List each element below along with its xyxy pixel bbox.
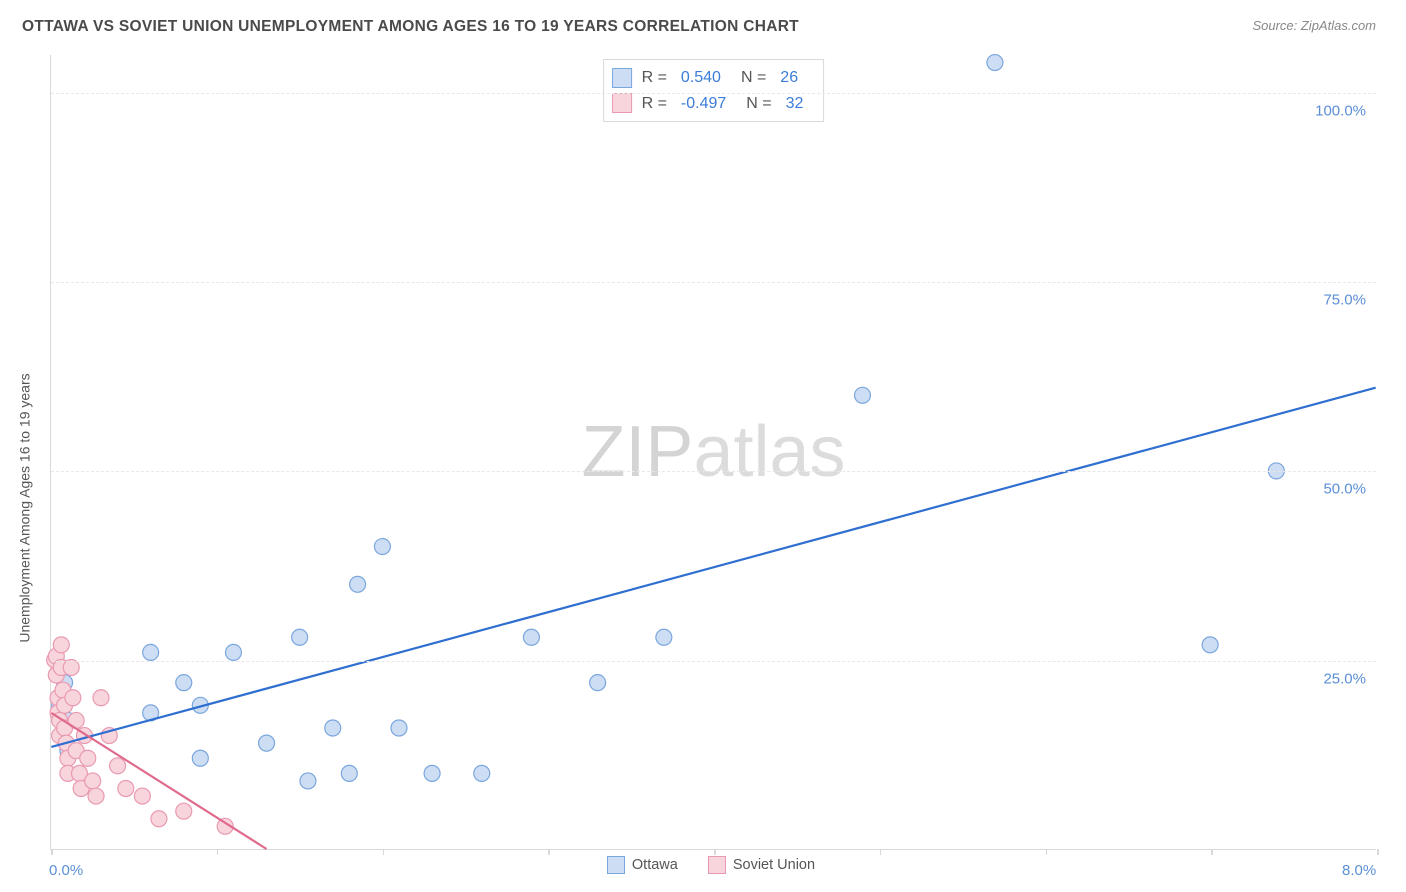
- stats-legend: R = 0.540 N = 26 R = -0.497 N = 32: [603, 59, 825, 122]
- data-point: [424, 765, 440, 781]
- data-point: [53, 637, 69, 653]
- r-label: R =: [642, 65, 667, 91]
- y-axis-label: Unemployment Among Ages 16 to 19 years: [17, 374, 33, 643]
- data-point: [523, 629, 539, 645]
- legend-item: Ottawa: [607, 856, 678, 874]
- data-point: [300, 773, 316, 789]
- data-point: [110, 758, 126, 774]
- data-point: [341, 765, 357, 781]
- bottom-legend: Ottawa Soviet Union: [607, 856, 815, 874]
- plot-svg: [51, 55, 1376, 849]
- legend-swatch: [708, 856, 726, 874]
- data-point: [1202, 637, 1218, 653]
- x-tick: [880, 849, 882, 855]
- data-point: [85, 773, 101, 789]
- data-point: [151, 811, 167, 827]
- data-point: [474, 765, 490, 781]
- stats-row: R = -0.497 N = 32: [612, 91, 814, 117]
- x-tick: [1377, 849, 1379, 855]
- data-point: [374, 539, 390, 555]
- stats-row: R = 0.540 N = 26: [612, 65, 814, 91]
- n-value: 32: [786, 91, 804, 117]
- x-tick: [51, 849, 53, 855]
- data-point: [325, 720, 341, 736]
- legend-swatch: [612, 93, 632, 113]
- data-point: [143, 644, 159, 660]
- data-point: [656, 629, 672, 645]
- data-point: [590, 675, 606, 691]
- chart-area: Unemployment Among Ages 16 to 19 years Z…: [50, 55, 1376, 850]
- legend-item: Soviet Union: [708, 856, 815, 874]
- trend-line: [51, 388, 1375, 747]
- gridline: [51, 93, 1376, 94]
- data-point: [63, 660, 79, 676]
- legend-label: Soviet Union: [733, 857, 815, 873]
- data-point: [192, 750, 208, 766]
- legend-label: Ottawa: [632, 857, 678, 873]
- x-tick: [1211, 849, 1213, 855]
- data-point: [259, 735, 275, 751]
- legend-swatch: [612, 68, 632, 88]
- x-tick: [217, 849, 219, 855]
- plot-region: ZIPatlas R = 0.540 N = 26 R = -0.497 N =…: [50, 55, 1376, 850]
- data-point: [118, 781, 134, 797]
- legend-swatch: [607, 856, 625, 874]
- x-tick-label: 0.0%: [49, 862, 83, 879]
- x-tick: [714, 849, 716, 855]
- r-label: R =: [642, 91, 667, 117]
- data-point: [225, 644, 241, 660]
- data-point: [987, 55, 1003, 71]
- data-point: [292, 629, 308, 645]
- n-label: N =: [741, 65, 766, 91]
- x-tick: [1046, 849, 1048, 855]
- data-point: [65, 690, 81, 706]
- n-value: 26: [780, 65, 798, 91]
- data-point: [93, 690, 109, 706]
- x-tick-label: 8.0%: [1342, 862, 1376, 879]
- r-value: -0.497: [681, 91, 726, 117]
- y-tick-label: 50.0%: [1323, 481, 1366, 498]
- x-tick: [548, 849, 550, 855]
- r-value: 0.540: [681, 65, 721, 91]
- gridline: [51, 282, 1376, 283]
- data-point: [134, 788, 150, 804]
- chart-title: OTTAWA VS SOVIET UNION UNEMPLOYMENT AMON…: [22, 18, 799, 36]
- source-label: Source: ZipAtlas.com: [1252, 18, 1376, 33]
- gridline: [51, 471, 1376, 472]
- gridline: [51, 661, 1376, 662]
- data-point: [80, 750, 96, 766]
- data-point: [176, 803, 192, 819]
- y-tick-label: 100.0%: [1315, 102, 1366, 119]
- n-label: N =: [746, 91, 771, 117]
- data-point: [391, 720, 407, 736]
- data-point: [350, 576, 366, 592]
- y-tick-label: 25.0%: [1323, 670, 1366, 687]
- data-point: [88, 788, 104, 804]
- data-point: [176, 675, 192, 691]
- y-tick-label: 75.0%: [1323, 292, 1366, 309]
- data-point: [854, 387, 870, 403]
- chart-header: OTTAWA VS SOVIET UNION UNEMPLOYMENT AMON…: [0, 0, 1406, 42]
- x-tick: [383, 849, 385, 855]
